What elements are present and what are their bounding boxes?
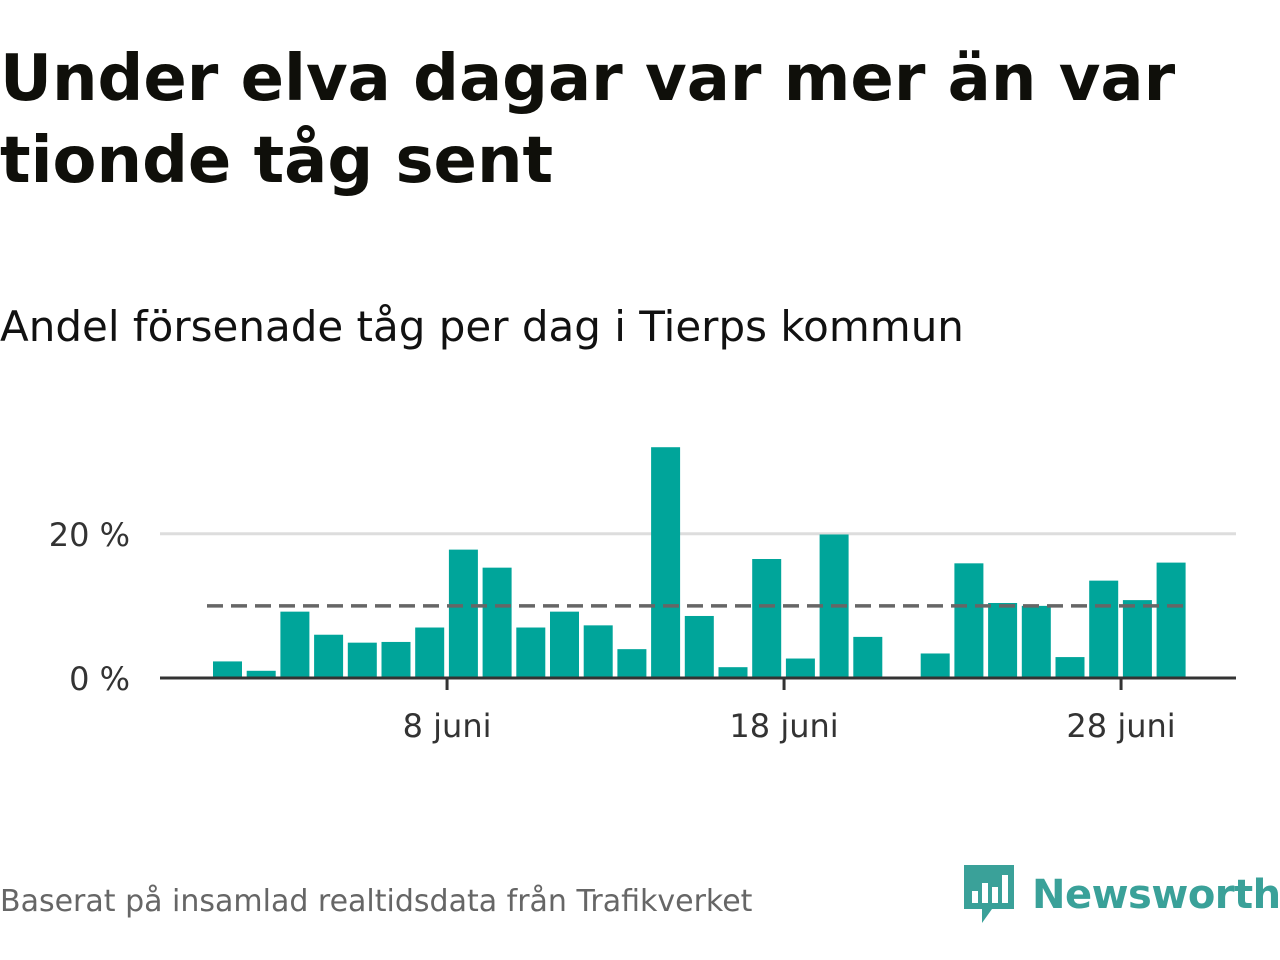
bar [718, 667, 748, 678]
bar [988, 602, 1018, 678]
bar [1055, 657, 1085, 678]
bar [617, 649, 647, 678]
bar [415, 627, 445, 678]
bar [1122, 600, 1152, 678]
chart-subtitle: Andel försenade tåg per dag i Tierps kom… [0, 302, 964, 351]
bar [482, 567, 512, 678]
bar [651, 447, 681, 678]
bar [213, 661, 242, 678]
bar [246, 670, 276, 678]
bar [785, 658, 815, 678]
bar [1021, 605, 1051, 678]
bar [583, 625, 613, 678]
chart-title: Under elva dagar var mer än var tionde t… [0, 42, 1176, 198]
bars [213, 447, 1186, 678]
bar [550, 611, 579, 678]
bar [381, 641, 411, 678]
bar [1089, 580, 1119, 678]
bar-chart: 0 % 20 % 8 juni 18 juni 28 juni [49, 447, 1236, 745]
bar [516, 627, 546, 678]
bar [752, 559, 782, 678]
x-tick-label: 28 juni [1066, 707, 1175, 745]
bar [314, 634, 344, 678]
brand-logo: Newsworthy [962, 862, 1280, 928]
bar [280, 611, 310, 678]
y-tick-label: 20 % [49, 516, 130, 554]
bar [448, 549, 478, 678]
bar [1156, 562, 1186, 678]
newsworthy-logo-icon [964, 865, 1014, 923]
bar [853, 636, 883, 678]
axes: 0 % 20 % 8 juni 18 juni 28 juni [49, 516, 1236, 745]
bar [684, 615, 714, 678]
bar [920, 653, 950, 678]
brand-name: Newsworthy [1032, 872, 1280, 918]
bar [954, 563, 984, 678]
x-tick-label: 18 juni [729, 707, 838, 745]
source-note: Baserat på insamlad realtidsdata från Tr… [0, 884, 753, 919]
x-tick-label: 8 juni [403, 707, 492, 745]
y-tick-label: 0 % [69, 660, 130, 698]
bar [347, 642, 377, 678]
